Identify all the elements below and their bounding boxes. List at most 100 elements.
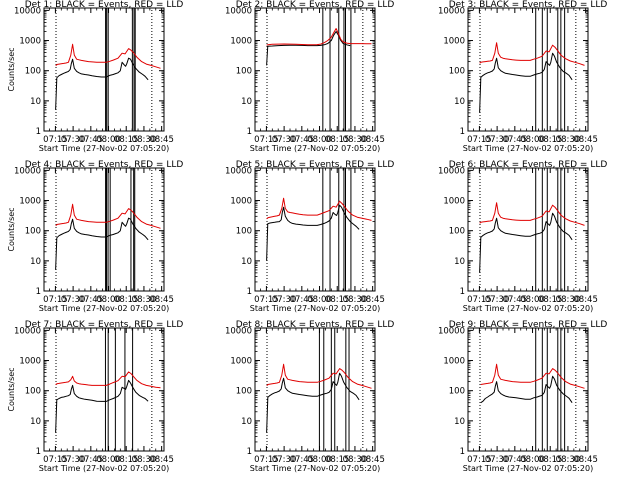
y-tick-label: 10000 xyxy=(225,326,252,336)
x-tick-label: 08:45 xyxy=(149,295,174,305)
y-tick-label: 10 xyxy=(30,97,41,107)
x-tick-label: 08:00 xyxy=(520,295,545,305)
x-tick-label: 08:00 xyxy=(96,455,121,465)
series-line-lld xyxy=(266,363,372,389)
y-tick-label: 10000 xyxy=(14,166,41,176)
y-axis-label: Counts/sec xyxy=(7,207,16,251)
y-tick-label: 10 xyxy=(454,97,465,107)
x-tick-label: 08:30 xyxy=(556,295,581,305)
x-axis-label: Start Time (27-Nov-02 07:05:20) xyxy=(250,144,380,153)
plot-frame xyxy=(43,167,165,292)
y-tick-label: 10 xyxy=(454,417,465,427)
x-tick-label: 07:15 xyxy=(254,135,279,145)
x-tick-label: 07:15 xyxy=(467,455,492,465)
series-line-events xyxy=(266,31,351,66)
x-tick-label: 07:30 xyxy=(485,295,510,305)
x-tick-label: 07:30 xyxy=(485,455,510,465)
x-tick-label: 07:30 xyxy=(272,135,297,145)
x-tick-label: 07:15 xyxy=(254,455,279,465)
y-tick-label: 1 xyxy=(247,447,252,457)
y-tick-label: 1000 xyxy=(230,357,252,367)
y-tick-label: 1 xyxy=(36,287,41,297)
y-tick-label: 1000 xyxy=(19,357,41,367)
y-tick-label: 1 xyxy=(36,447,41,457)
y-axis-label: Counts/sec xyxy=(7,367,16,411)
series-line-events xyxy=(479,52,573,113)
x-axis-label: Start Time (27-Nov-02 07:05:20) xyxy=(463,464,593,473)
panel-title: Det 2: BLACK = Events, RED = LLD xyxy=(236,0,395,10)
y-tick-label: 1000 xyxy=(443,197,465,207)
y-tick-label: 100 xyxy=(25,387,41,397)
x-tick-label: 07:30 xyxy=(61,455,86,465)
y-tick-label: 100 xyxy=(25,227,41,237)
series-line-lld xyxy=(55,371,161,389)
x-tick-label: 08:00 xyxy=(96,135,121,145)
detector-panel-2: Det 2: BLACK = Events, RED = LLD 1 10 100 10… xyxy=(225,0,394,153)
x-tick-label: 08:15 xyxy=(325,135,350,145)
series-line-lld xyxy=(480,363,585,389)
panel-title: Det 1: BLACK = Events, RED = LLD xyxy=(25,0,184,10)
x-tick-label: 08:30 xyxy=(343,455,368,465)
plot-frame xyxy=(43,7,165,132)
plot-frame xyxy=(467,167,589,292)
x-tick-label: 07:45 xyxy=(503,135,528,145)
panel-title: Det 6: BLACK = Events, RED = LLD xyxy=(449,160,608,170)
panel-title: Det 7: BLACK = Events, RED = LLD xyxy=(25,320,184,330)
detector-panel-6: Det 6: BLACK = Events, RED = LLD 1 10 100 10… xyxy=(438,160,607,313)
x-tick-label: 08:15 xyxy=(538,295,563,305)
y-tick-label: 1 xyxy=(247,127,252,137)
series-line-lld xyxy=(266,197,372,221)
x-tick-label: 08:15 xyxy=(538,135,563,145)
series-line-events xyxy=(55,217,149,270)
y-axis-label: Counts/sec xyxy=(7,47,16,91)
x-tick-label: 07:30 xyxy=(272,455,297,465)
x-tick-label: 07:15 xyxy=(43,135,68,145)
y-tick-label: 10000 xyxy=(14,326,41,336)
x-tick-label: 07:30 xyxy=(485,135,510,145)
x-tick-label: 08:15 xyxy=(114,295,139,305)
x-tick-label: 08:45 xyxy=(149,455,174,465)
x-tick-label: 07:45 xyxy=(79,455,104,465)
y-tick-label: 100 xyxy=(25,67,41,77)
series-line-lld xyxy=(55,43,161,69)
x-tick-label: 08:30 xyxy=(343,295,368,305)
plot-frame xyxy=(254,7,376,132)
detector-panel-8: Det 8: BLACK = Events, RED = LLD 1 10 100 10… xyxy=(225,320,394,473)
x-tick-label: 07:45 xyxy=(290,455,315,465)
y-tick-label: 1000 xyxy=(443,37,465,47)
x-axis-label: Start Time (27-Nov-02 07:05:20) xyxy=(250,304,380,313)
x-tick-label: 08:15 xyxy=(325,295,350,305)
y-tick-label: 100 xyxy=(236,387,252,397)
x-axis-label: Start Time (27-Nov-02 07:05:20) xyxy=(463,304,593,313)
detector-panel-1: Det 1: BLACK = Events, RED = LLD 1 10 100 10… xyxy=(7,0,183,153)
series-line-lld xyxy=(55,203,161,229)
y-tick-label: 10000 xyxy=(14,6,41,16)
x-tick-label: 07:30 xyxy=(272,295,297,305)
x-tick-label: 07:45 xyxy=(290,295,315,305)
y-tick-label: 10 xyxy=(30,257,41,267)
y-tick-label: 100 xyxy=(236,67,252,77)
x-tick-label: 08:00 xyxy=(307,135,332,145)
detector-panel-9: Det 9: BLACK = Events, RED = LLD 1 10 100 10… xyxy=(438,320,607,473)
detector-panel-4: Det 4: BLACK = Events, RED = LLD 1 10 100 10… xyxy=(7,160,183,313)
series-line-events xyxy=(55,379,149,433)
x-tick-label: 08:30 xyxy=(132,135,157,145)
x-axis-label: Start Time (27-Nov-02 07:05:20) xyxy=(39,144,169,153)
y-tick-label: 1000 xyxy=(443,357,465,367)
x-tick-label: 07:15 xyxy=(43,295,68,305)
x-tick-label: 08:15 xyxy=(114,135,139,145)
y-tick-label: 1 xyxy=(36,127,41,137)
x-tick-label: 08:45 xyxy=(360,135,385,145)
y-tick-label: 10 xyxy=(241,417,252,427)
y-tick-label: 10000 xyxy=(225,166,252,176)
panel-title: Det 4: BLACK = Events, RED = LLD xyxy=(25,160,184,170)
y-tick-label: 10 xyxy=(241,257,252,267)
x-tick-label: 08:30 xyxy=(132,295,157,305)
y-tick-label: 1 xyxy=(460,287,465,297)
detector-panel-7: Det 7: BLACK = Events, RED = LLD 1 10 100 10… xyxy=(7,320,183,473)
x-tick-label: 08:00 xyxy=(520,455,545,465)
x-tick-label: 08:45 xyxy=(360,295,385,305)
y-tick-label: 1 xyxy=(460,447,465,457)
x-tick-label: 08:45 xyxy=(573,135,598,145)
series-line-lld xyxy=(479,42,585,66)
